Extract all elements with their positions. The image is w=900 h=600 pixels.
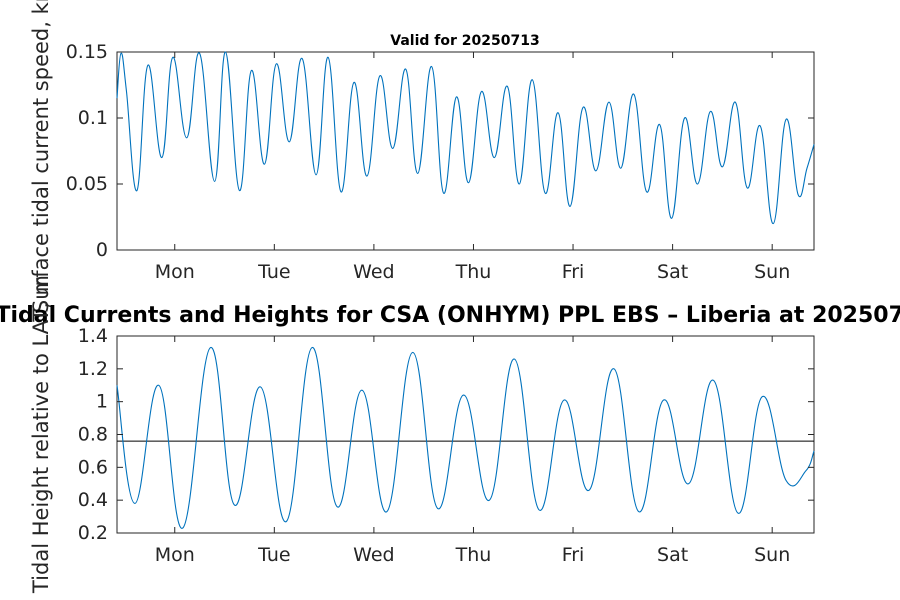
heights-ylabel: Tidal Height relative to LAT, m xyxy=(29,275,53,594)
currents-xtick-label: Wed xyxy=(353,261,394,283)
currents-axes-box xyxy=(116,51,815,251)
heights-series-line xyxy=(116,346,815,529)
currents-xtick-label: Fri xyxy=(562,261,585,283)
heights-axes-box xyxy=(116,335,815,534)
heights-panel: 0.2 0.4 0.6 0.8 1 1.2 1.4 Mon Tue Wed Thu Fri Sat Sun… xyxy=(0,275,900,594)
heights-xtick-label: Tue xyxy=(257,544,290,566)
heights-tick-group: 0.2 0.4 0.6 0.8 1 1.2 1.4 Mon Tue Wed Thu Fri Sat Sun xyxy=(78,325,814,566)
heights-ytick-label: 1 xyxy=(96,391,108,413)
heights-ytick-label: 1.4 xyxy=(78,325,108,347)
heights-ytick-label: 0.2 xyxy=(78,522,108,544)
currents-xtick-label: Sat xyxy=(657,261,688,283)
heights-title: Tidal Currents and Heights for CSA (ONHY… xyxy=(0,303,900,328)
currents-ytick-label: 0.15 xyxy=(66,41,108,63)
heights-xtick-label: Fri xyxy=(562,544,585,566)
currents-ytick-label: 0.1 xyxy=(78,107,108,129)
heights-ytick-label: 0.4 xyxy=(78,489,108,511)
heights-xtick-label: Mon xyxy=(155,544,195,566)
currents-xtick-label: Sun xyxy=(754,261,790,283)
heights-ytick-label: 0.6 xyxy=(78,456,108,478)
currents-xtick-label: Tue xyxy=(257,261,290,283)
heights-xtick-label: Sun xyxy=(754,544,790,566)
currents-ylabel: Surface tidal current speed, kn xyxy=(29,0,53,313)
currents-xtick-label: Thu xyxy=(455,261,492,283)
heights-xtick-label: Wed xyxy=(353,544,394,566)
currents-ytick-label: 0 xyxy=(96,239,108,261)
heights-xtick-label: Thu xyxy=(455,544,492,566)
heights-xtick-label: Sat xyxy=(657,544,688,566)
currents-title: Valid for 20250713 xyxy=(390,33,539,49)
currents-ytick-label: 0.05 xyxy=(66,173,108,195)
currents-tick-group: 0 0.05 0.1 0.15 Mon Tue Wed Thu Fri Sat Sun xyxy=(66,41,814,283)
currents-xtick-label: Mon xyxy=(155,261,195,283)
heights-ytick-label: 1.2 xyxy=(78,358,108,380)
currents-panel: 0 0.05 0.1 0.15 Mon Tue Wed Thu Fri Sat Sun Valid … xyxy=(29,0,815,313)
heights-ytick-label: 0.8 xyxy=(78,424,108,446)
currents-series-line xyxy=(116,51,815,225)
